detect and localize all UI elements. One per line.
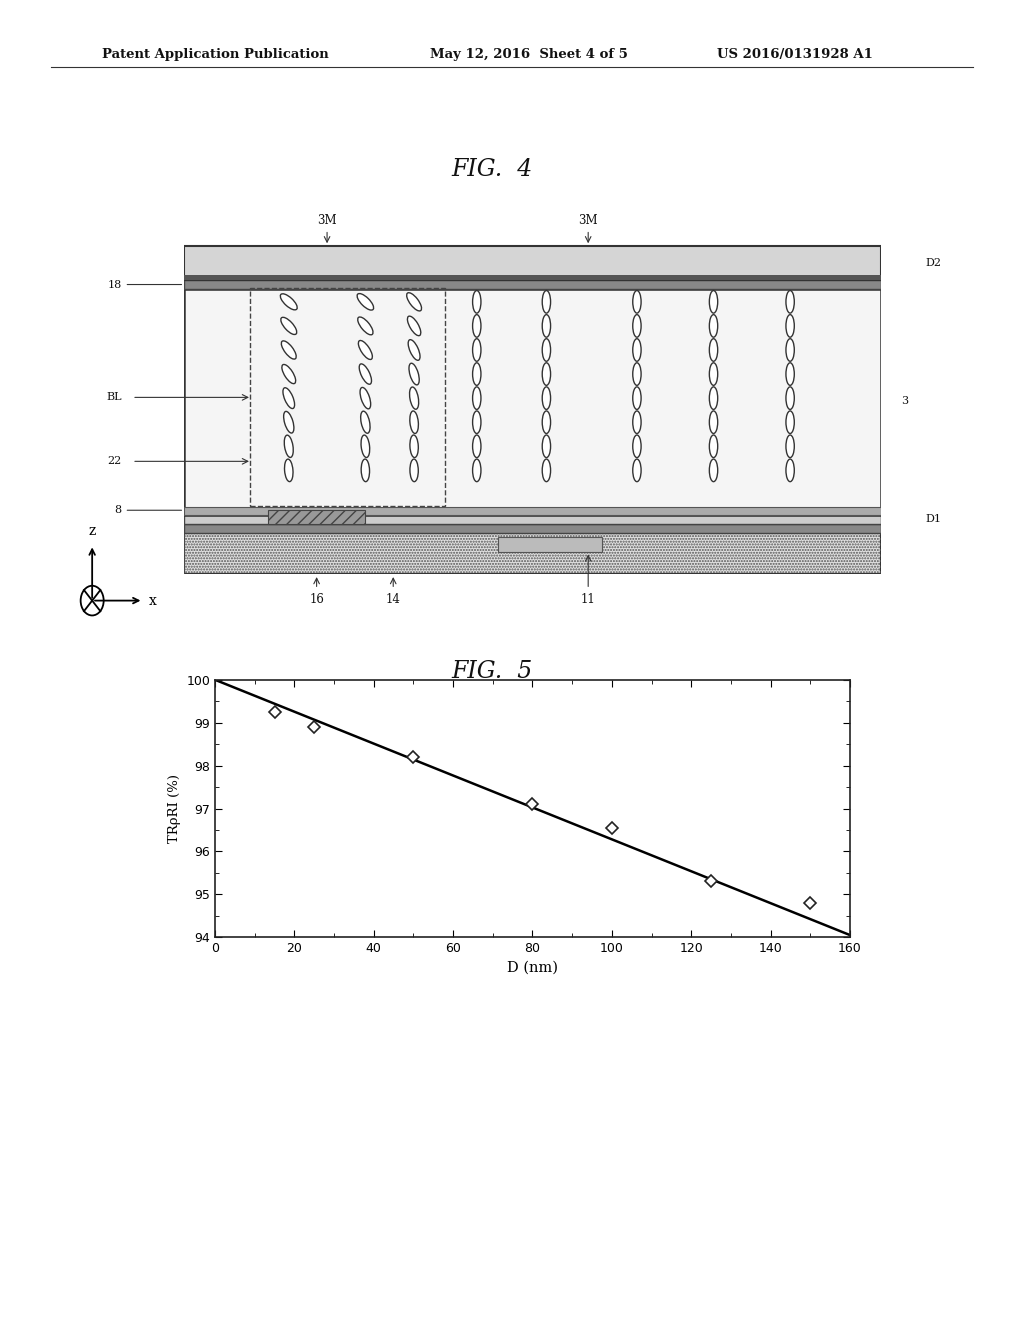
Ellipse shape: [409, 339, 420, 360]
Ellipse shape: [284, 412, 294, 433]
Ellipse shape: [473, 387, 481, 409]
Ellipse shape: [360, 411, 370, 433]
Bar: [184, 289, 881, 515]
Text: z: z: [88, 524, 96, 539]
Ellipse shape: [283, 388, 295, 409]
Ellipse shape: [633, 387, 641, 409]
Ellipse shape: [361, 459, 370, 482]
Ellipse shape: [786, 436, 795, 458]
Bar: [498, 537, 602, 552]
Ellipse shape: [410, 436, 419, 458]
Ellipse shape: [281, 294, 297, 310]
Bar: [184, 533, 881, 574]
Ellipse shape: [710, 436, 718, 458]
Ellipse shape: [473, 339, 481, 362]
Ellipse shape: [410, 387, 419, 409]
Text: D1: D1: [926, 515, 942, 524]
Ellipse shape: [543, 339, 551, 362]
Bar: [251, 288, 445, 507]
Ellipse shape: [786, 290, 795, 313]
Ellipse shape: [543, 411, 551, 433]
Text: 14: 14: [386, 593, 400, 606]
Text: 8: 8: [115, 506, 181, 515]
Ellipse shape: [357, 317, 373, 335]
Text: x: x: [148, 594, 157, 607]
Ellipse shape: [359, 364, 372, 384]
Ellipse shape: [473, 459, 481, 482]
Ellipse shape: [409, 363, 419, 385]
Text: Patent Application Publication: Patent Application Publication: [102, 48, 329, 61]
Ellipse shape: [285, 436, 293, 458]
Ellipse shape: [410, 411, 419, 433]
Text: 22: 22: [108, 457, 122, 466]
Ellipse shape: [543, 314, 551, 337]
Bar: [184, 533, 881, 574]
Ellipse shape: [543, 290, 551, 313]
Ellipse shape: [473, 363, 481, 385]
Ellipse shape: [633, 339, 641, 362]
Ellipse shape: [710, 459, 718, 482]
Bar: [184, 515, 881, 524]
Text: FIG.  5: FIG. 5: [451, 660, 532, 682]
Text: 11: 11: [581, 593, 596, 606]
Text: BL: BL: [106, 392, 122, 403]
Ellipse shape: [285, 459, 293, 482]
Ellipse shape: [786, 411, 795, 433]
Text: 18: 18: [108, 280, 181, 289]
Ellipse shape: [473, 436, 481, 458]
Ellipse shape: [633, 411, 641, 433]
Ellipse shape: [543, 436, 551, 458]
Ellipse shape: [786, 459, 795, 482]
Ellipse shape: [543, 387, 551, 409]
Ellipse shape: [710, 314, 718, 337]
Bar: [184, 276, 881, 280]
Bar: [184, 246, 881, 280]
Text: FIG.  4: FIG. 4: [451, 158, 532, 181]
Ellipse shape: [786, 363, 795, 385]
Ellipse shape: [282, 364, 296, 384]
Bar: [184, 507, 881, 515]
Ellipse shape: [786, 339, 795, 362]
Ellipse shape: [633, 436, 641, 458]
Ellipse shape: [710, 290, 718, 313]
Ellipse shape: [786, 387, 795, 409]
Ellipse shape: [360, 388, 371, 409]
Ellipse shape: [408, 315, 421, 335]
Bar: [184, 280, 881, 289]
Text: 3M: 3M: [579, 214, 598, 227]
Ellipse shape: [282, 341, 296, 359]
Ellipse shape: [357, 293, 374, 310]
Ellipse shape: [633, 290, 641, 313]
Ellipse shape: [710, 411, 718, 433]
Bar: [184, 524, 881, 533]
Ellipse shape: [473, 290, 481, 313]
Ellipse shape: [710, 339, 718, 362]
Ellipse shape: [410, 459, 418, 482]
Ellipse shape: [710, 387, 718, 409]
Ellipse shape: [473, 314, 481, 337]
Ellipse shape: [633, 363, 641, 385]
Ellipse shape: [407, 293, 422, 312]
Y-axis label: TRρRI (%): TRρRI (%): [168, 774, 181, 843]
Ellipse shape: [633, 459, 641, 482]
Ellipse shape: [710, 363, 718, 385]
Text: D2: D2: [926, 259, 942, 268]
Text: May 12, 2016  Sheet 4 of 5: May 12, 2016 Sheet 4 of 5: [430, 48, 628, 61]
Ellipse shape: [633, 314, 641, 337]
Text: 3: 3: [901, 396, 908, 407]
Text: US 2016/0131928 A1: US 2016/0131928 A1: [717, 48, 872, 61]
Ellipse shape: [543, 459, 551, 482]
Ellipse shape: [358, 341, 373, 359]
Text: 3M: 3M: [317, 214, 337, 227]
Ellipse shape: [786, 314, 795, 337]
Ellipse shape: [361, 436, 370, 458]
X-axis label: D (nm): D (nm): [507, 961, 558, 974]
Ellipse shape: [281, 317, 297, 334]
Text: 16: 16: [309, 593, 324, 606]
Ellipse shape: [543, 363, 551, 385]
Ellipse shape: [473, 411, 481, 433]
Bar: [268, 511, 366, 524]
